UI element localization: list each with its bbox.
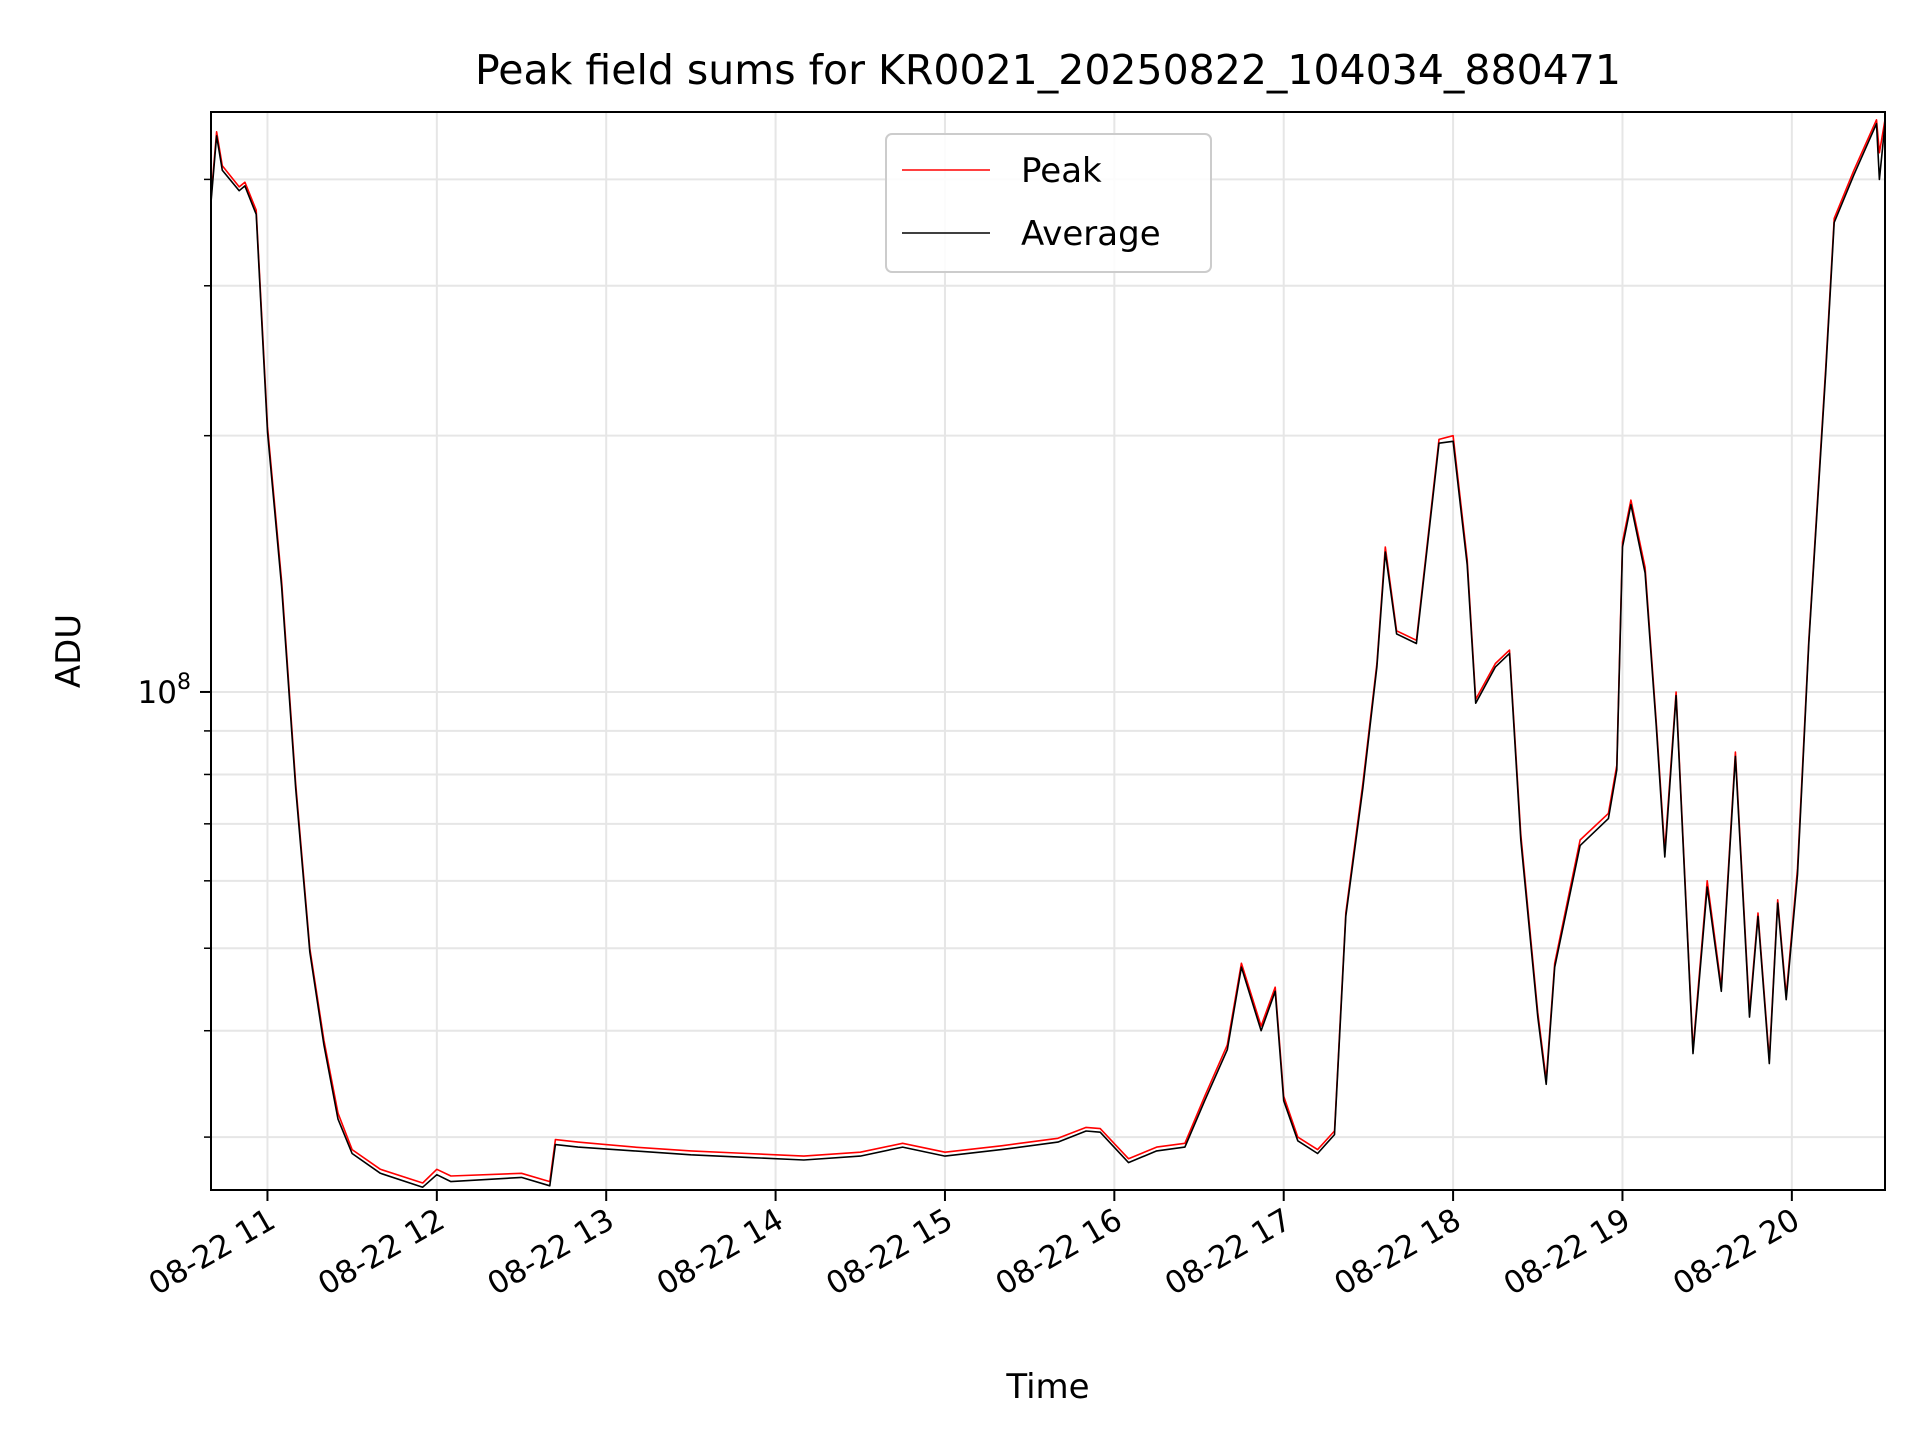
chart-title: Peak field sums for KR0021_20250822_1040… [475, 46, 1621, 94]
legend-label-peak: Peak [1021, 151, 1102, 191]
x-axis-label: Time [1005, 1367, 1089, 1407]
legend-box [885, 133, 1212, 273]
legend: Peak Average [885, 133, 1212, 273]
y-tick-label: 108 [138, 670, 191, 711]
series-line-average [210, 122, 1886, 1188]
y-axis-label: ADU [49, 614, 89, 688]
legend-label-average: Average [1021, 214, 1161, 254]
plot-frame [210, 111, 1886, 1191]
grid-lines [211, 112, 1885, 1190]
series-lines [210, 119, 1886, 1188]
